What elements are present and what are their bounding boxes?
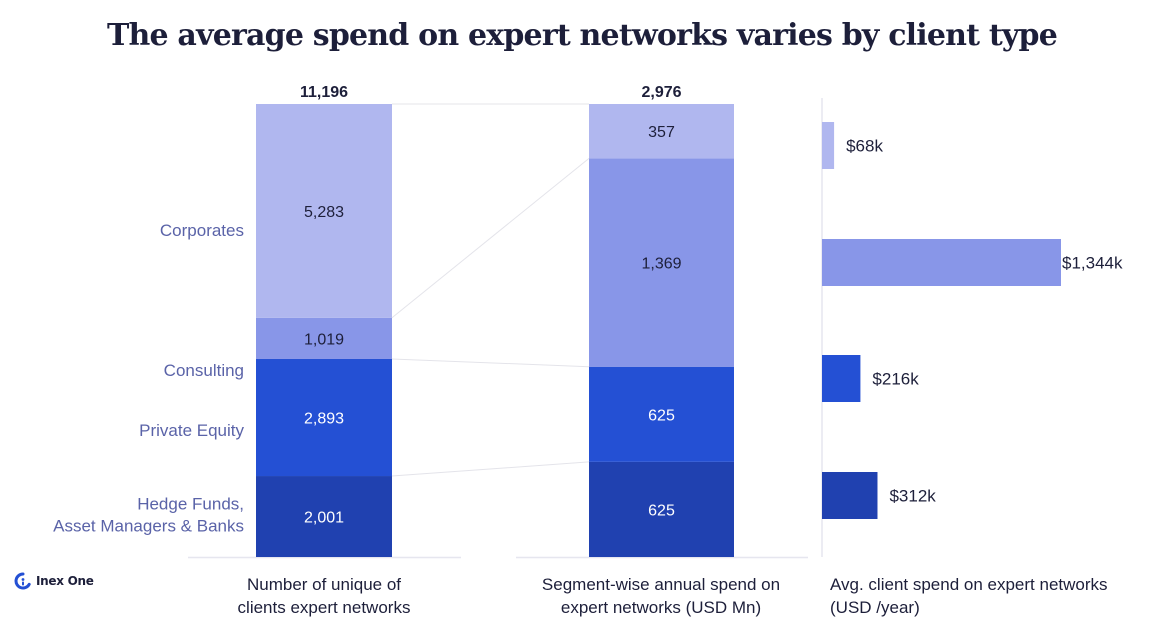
spend-axis-title: Segment-wise annual spend on [542,575,780,594]
clients-axis-title: Number of unique of [247,575,401,594]
clients-value-label: 5,283 [304,204,344,221]
spend-bar-segment [589,461,734,557]
spend-bar-segment [589,158,734,367]
spend-value-label: 357 [648,124,675,141]
clients-bar-segment [256,476,392,557]
connector-line [391,461,590,477]
clients-bar-segment [256,317,392,359]
avg-spend-bar [822,239,1061,286]
category-label: Consulting [164,361,244,380]
clients-value-label: 2,001 [304,510,344,527]
spend-total-label: 2,976 [641,84,681,101]
spend-bar-segment [589,366,734,462]
category-label: Hedge Funds, [137,495,244,514]
avg-spend-value-label: $1,344k [1062,254,1123,273]
avg-spend-bar [822,355,861,402]
connector-line [391,358,590,368]
spend-axis-title: expert networks (USD Mn) [561,598,761,617]
spend-value-label: 1,369 [641,256,681,273]
avg-spend-bar [822,472,878,519]
avg-spend-bar [822,122,835,169]
chart-title: The average spend on expert networks var… [106,18,1058,53]
inex-one-logo-icon [14,572,31,590]
avg-spend-value-label: $312k [889,487,936,506]
avg-spend-value-label: $216k [872,370,919,389]
clients-total-label: 11,196 [300,84,348,101]
clients-value-label: 2,893 [304,411,344,428]
clients-bar-segment [256,104,392,318]
spend-value-label: 625 [648,407,675,424]
avg-spend-axis-title: Avg. client spend on expert networks [830,575,1108,594]
clients-value-label: 1,019 [304,331,344,348]
category-label: Corporates [160,221,244,240]
clients-axis-title: clients expert networks [238,598,411,617]
logo: Inex One [14,572,94,590]
logo-text: Inex One [36,574,94,588]
spend-bar-segment [589,104,734,159]
category-label: Asset Managers & Banks [53,517,244,536]
avg-spend-value-label: $68k [846,137,883,156]
spend-value-label: 625 [648,502,675,519]
avg-spend-axis-title: (USD /year) [830,598,920,617]
connector-line [391,157,590,319]
clients-bar-segment [256,358,392,477]
category-label: Private Equity [139,421,244,440]
